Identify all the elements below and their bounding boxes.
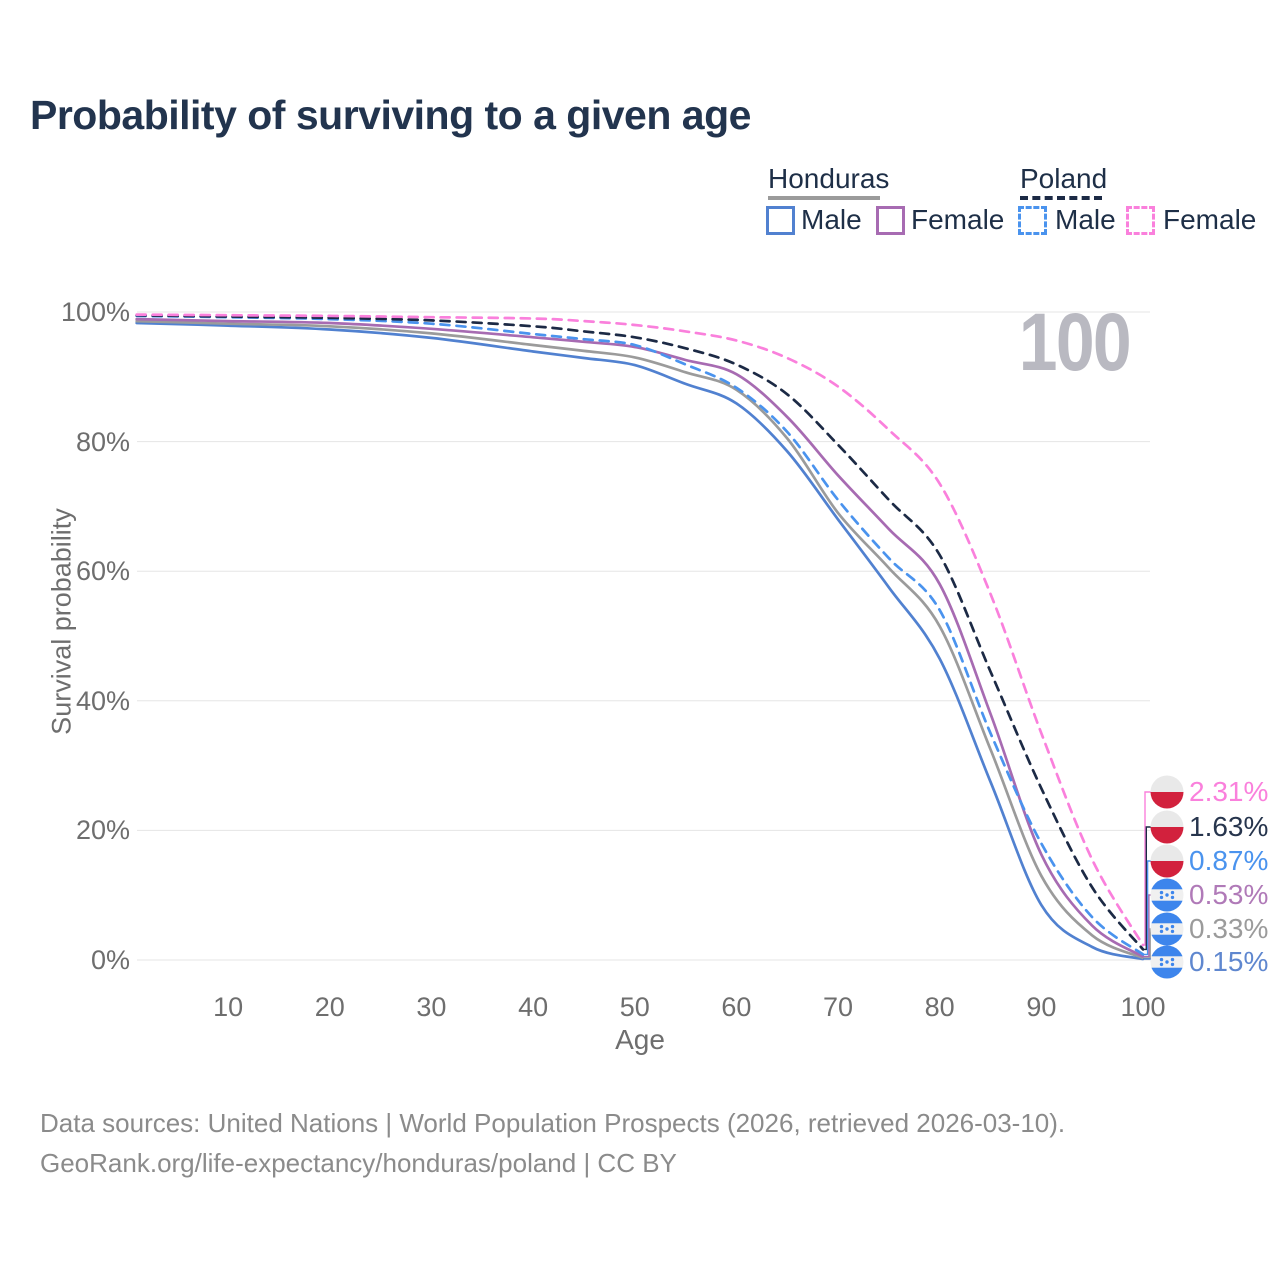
honduras-flag-icon — [1150, 945, 1184, 979]
end-label-value: 1.63% — [1189, 811, 1269, 842]
legend-group-honduras[interactable]: Honduras — [768, 163, 890, 194]
end-label-value: 0.33% — [1189, 913, 1269, 944]
x-tick-30: 30 — [416, 992, 447, 1022]
curve-honduras-female[interactable] — [135, 317, 1145, 958]
x-tick-40: 40 — [518, 992, 549, 1022]
x-tick-20: 20 — [314, 992, 345, 1022]
legend-swatch-poland-female[interactable] — [1126, 206, 1155, 235]
y-tick-0%: 0% — [90, 945, 130, 975]
curve-poland[interactable] — [135, 313, 1145, 951]
end-label-honduras-female: 0.53% — [1150, 878, 1268, 912]
poland-flag-icon — [1150, 775, 1184, 809]
end-label-honduras: 0.33% — [1150, 912, 1268, 946]
y-tick-60%: 60% — [75, 556, 130, 587]
attribution-text: GeoRank.org/life-expectancy/honduras/pol… — [40, 1148, 677, 1178]
honduras-line-marker — [768, 196, 880, 200]
legend-group-poland[interactable]: Poland — [1020, 163, 1108, 194]
connector-honduras-female — [1143, 894, 1151, 958]
legend-swatch-honduras-male[interactable] — [766, 206, 795, 235]
connector-poland-female — [1143, 791, 1151, 946]
end-label-poland-female: 2.31% — [1150, 775, 1268, 809]
connector-poland-male — [1143, 860, 1151, 956]
curve-poland-female[interactable] — [135, 313, 1145, 947]
x-tick-80: 80 — [924, 992, 955, 1022]
legend-label-poland-male[interactable]: Male — [1055, 204, 1116, 235]
end-label-value: 0.53% — [1189, 879, 1269, 910]
x-tick-90: 90 — [1026, 992, 1057, 1022]
x-tick-100: 100 — [1120, 992, 1166, 1022]
end-label-value: 0.15% — [1189, 946, 1269, 977]
y-tick-80%: 80% — [75, 426, 130, 457]
poland-flag-icon — [1150, 844, 1184, 878]
age-100-watermark: 100 — [1018, 297, 1132, 388]
legend-label-honduras-female[interactable]: Female — [911, 204, 1005, 235]
end-label-honduras-male: 0.15% — [1150, 945, 1268, 979]
honduras-flag-icon — [1150, 912, 1184, 946]
x-tick-60: 60 — [721, 992, 752, 1022]
legend-swatch-honduras-female[interactable] — [876, 206, 905, 235]
y-tick-40%: 40% — [75, 685, 130, 716]
honduras-flag-icon — [1150, 878, 1184, 912]
end-label-value: 2.31% — [1189, 776, 1269, 807]
data-sources-text: Data sources: United Nations | World Pop… — [40, 1108, 1066, 1138]
x-tick-50: 50 — [619, 992, 650, 1022]
curve-honduras[interactable] — [135, 319, 1145, 960]
curve-poland-male[interactable] — [135, 314, 1145, 956]
end-label-poland: 1.63% — [1150, 810, 1268, 844]
x-axis-title: Age — [615, 1024, 665, 1055]
legend-swatch-poland-male[interactable] — [1018, 206, 1047, 235]
poland-line-marker — [1020, 196, 1102, 200]
x-tick-10: 10 — [213, 992, 244, 1022]
chart-title: Probability of surviving to a given age — [30, 92, 751, 138]
end-label-poland-male: 0.87% — [1150, 844, 1268, 878]
curve-honduras-male[interactable] — [135, 321, 1145, 961]
end-label-value: 0.87% — [1189, 845, 1269, 876]
legend-label-honduras-male[interactable]: Male — [801, 204, 862, 235]
legend-label-poland-female[interactable]: Female — [1163, 204, 1257, 235]
y-tick-100%: 100% — [60, 297, 130, 327]
poland-flag-icon — [1150, 810, 1184, 844]
x-tick-70: 70 — [823, 992, 854, 1022]
y-tick-20%: 20% — [75, 815, 130, 846]
connector-poland — [1143, 826, 1151, 951]
